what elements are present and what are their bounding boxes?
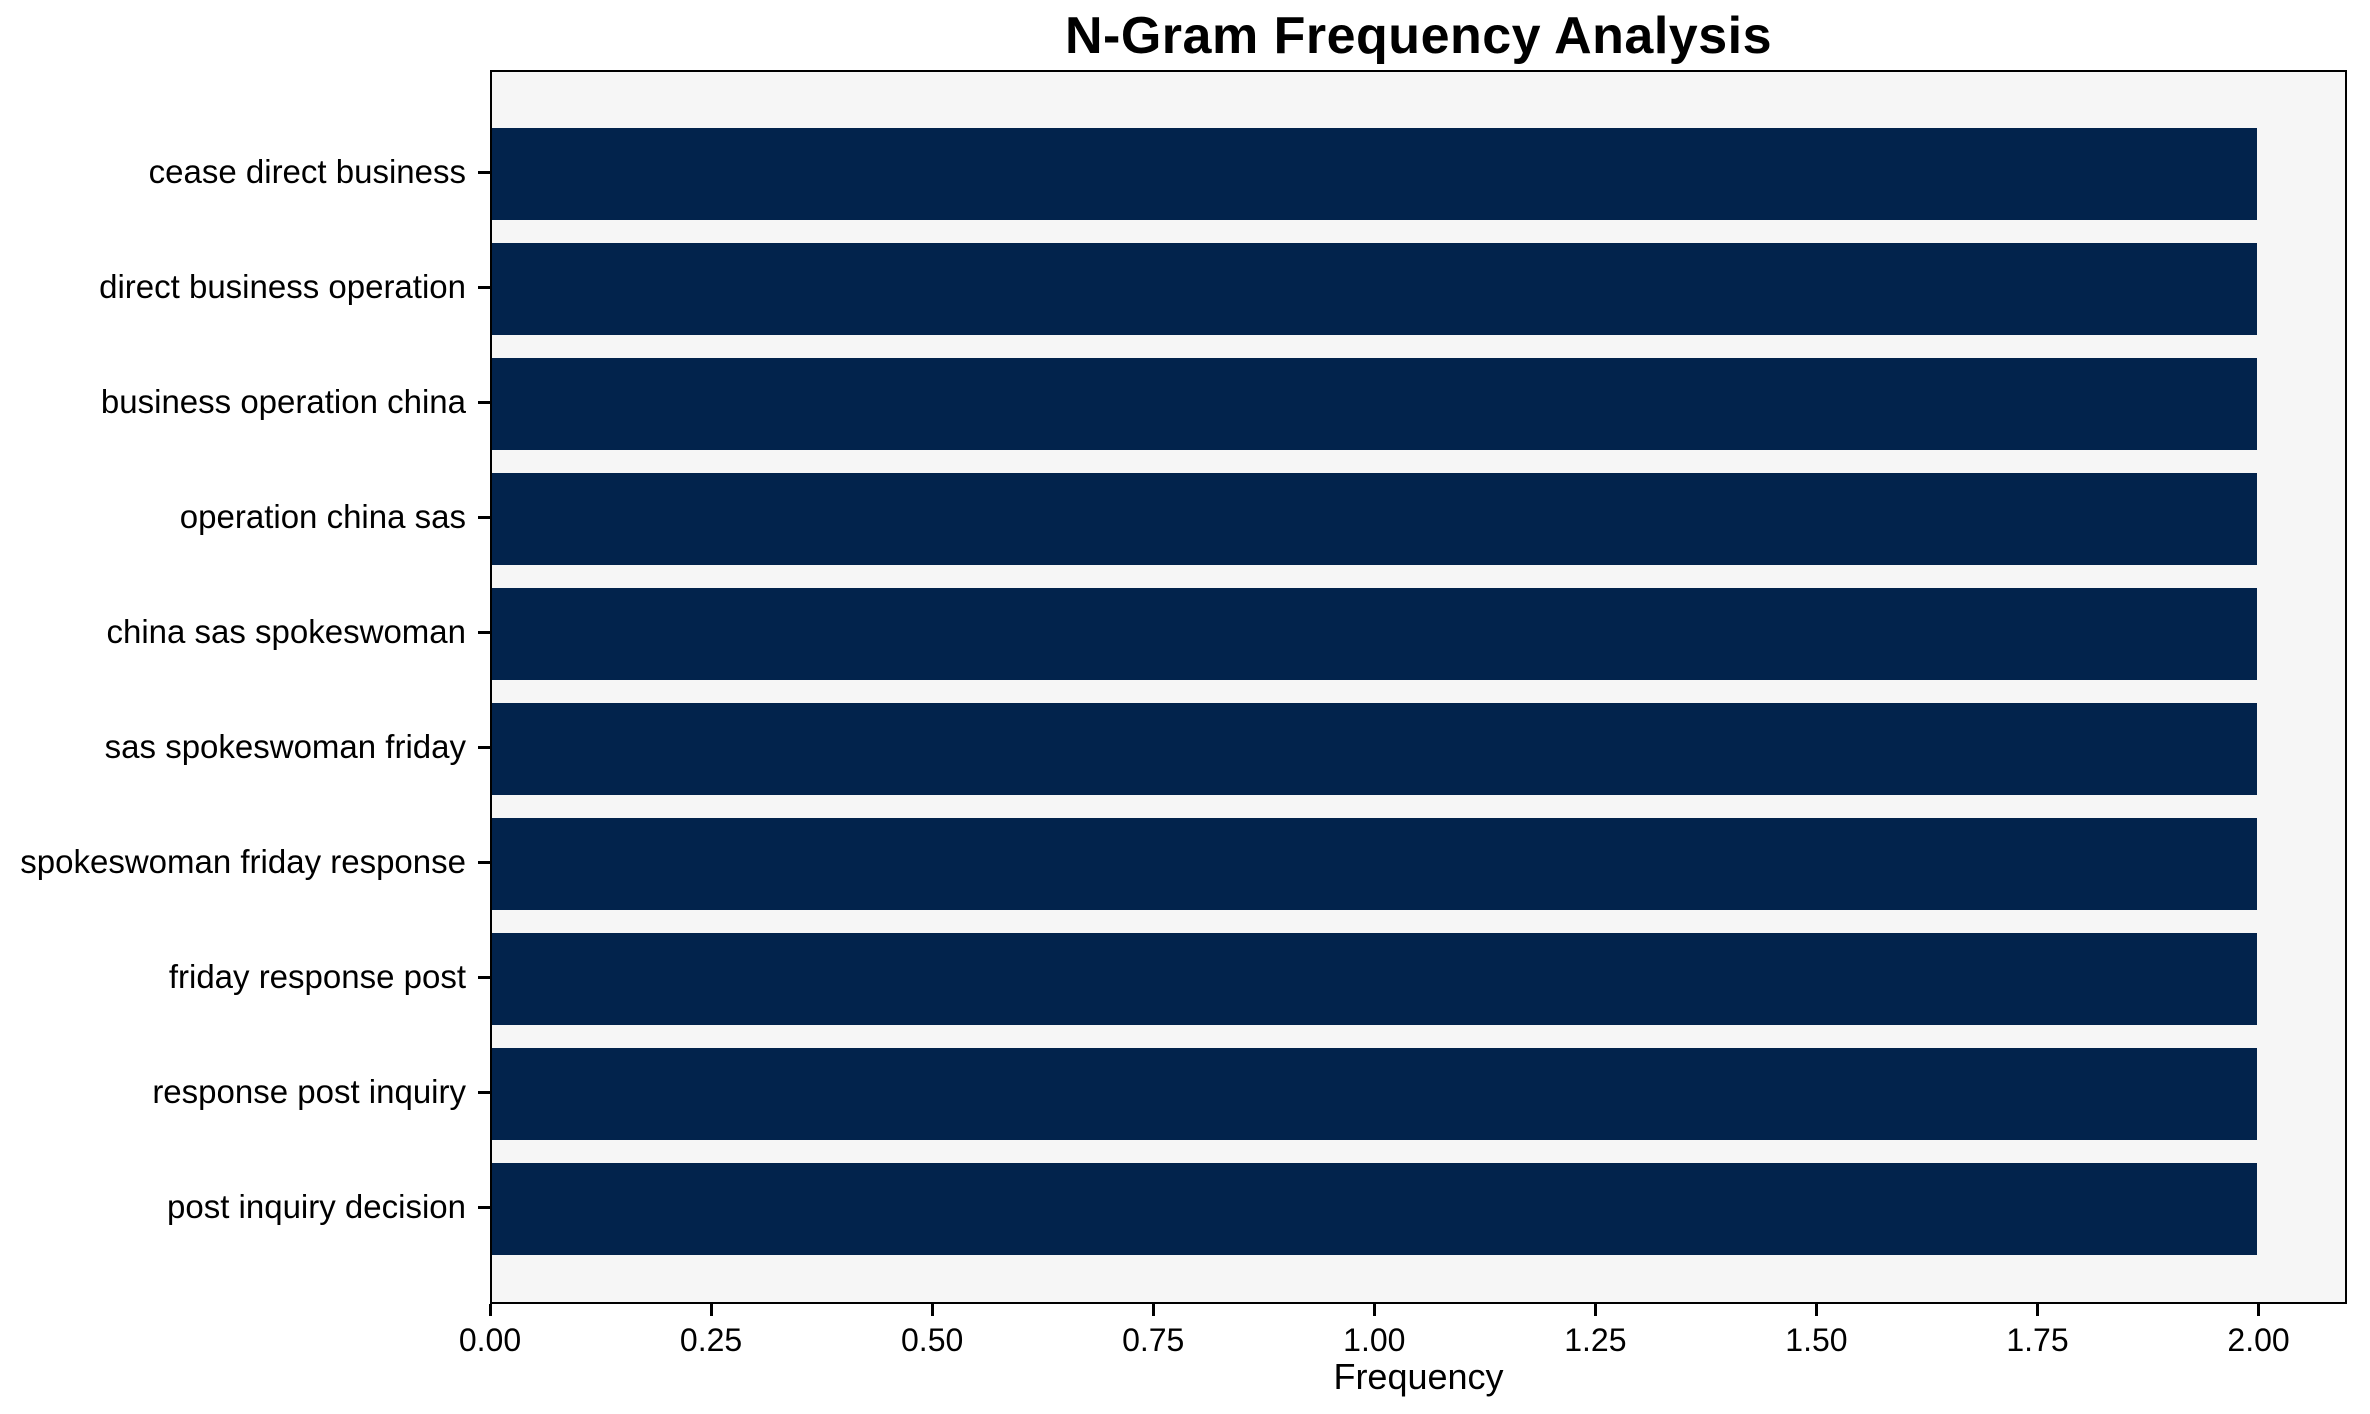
bar	[492, 473, 2257, 565]
bar	[492, 1163, 2257, 1255]
bar	[492, 243, 2257, 335]
y-tick-mark	[478, 1090, 490, 1094]
x-tick-mark	[2036, 1304, 2039, 1316]
y-tick-mark	[478, 630, 490, 634]
bar-row	[492, 933, 2345, 1025]
y-tick-mark	[478, 170, 490, 174]
y-tick-label: response post inquiry	[152, 1073, 466, 1110]
y-tick-label: business operation china	[100, 383, 466, 420]
bar-row	[492, 128, 2345, 220]
x-tick-mark	[1151, 1304, 1155, 1316]
x-tick-mark	[1814, 1304, 1818, 1316]
chart-title: N-Gram Frequency Analysis	[1064, 7, 1773, 65]
y-tick-mark	[478, 975, 490, 979]
x-tick-label: 0.75	[1122, 1322, 1185, 1358]
bar-row	[492, 1163, 2345, 1255]
y-tick-mark	[478, 860, 490, 864]
x-tick-label: 1.50	[1785, 1322, 1848, 1358]
x-tick-mark	[2257, 1304, 2261, 1316]
x-tick-label: 0.25	[679, 1322, 743, 1358]
y-tick-mark	[478, 285, 490, 289]
x-tick-label: 0.00	[458, 1322, 522, 1358]
bar-row	[492, 588, 2345, 680]
bar-row	[492, 358, 2345, 450]
bar	[492, 818, 2257, 910]
x-tick-mark	[1593, 1304, 1597, 1316]
bar	[492, 703, 2257, 795]
y-tick-label: direct business operation	[99, 268, 466, 305]
x-tick-mark	[1372, 1304, 1376, 1316]
x-tick-label: 0.50	[901, 1322, 964, 1358]
bar	[492, 588, 2257, 680]
x-tick-label: 2.00	[2227, 1322, 2290, 1358]
y-tick-label: cease direct business	[148, 153, 466, 190]
bar	[492, 128, 2257, 220]
y-tick-label: spokeswoman friday response	[20, 843, 466, 880]
x-axis-title: Frequency	[1333, 1356, 1504, 1397]
bar	[492, 1048, 2257, 1140]
y-tick-mark	[478, 400, 490, 404]
x-tick-mark	[709, 1304, 713, 1316]
y-tick-label: post inquiry decision	[167, 1188, 466, 1225]
y-tick-label: friday response post	[168, 958, 466, 995]
y-tick-mark	[478, 745, 490, 749]
y-tick-label: operation china sas	[179, 498, 466, 535]
bar-row	[492, 473, 2345, 565]
x-tick-label: 1.75	[2006, 1322, 2069, 1358]
bar-row	[492, 243, 2345, 335]
x-tick-label: 1.25	[1564, 1322, 1627, 1358]
plot-area	[490, 70, 2347, 1304]
bar	[492, 358, 2257, 450]
bar-row	[492, 1048, 2345, 1140]
y-tick-label: sas spokeswoman friday	[104, 728, 466, 765]
bar-row	[492, 818, 2345, 910]
x-tick-label: 1.00	[1343, 1322, 1406, 1358]
y-tick-mark	[478, 515, 490, 519]
bar	[492, 933, 2257, 1025]
x-tick-mark	[930, 1304, 934, 1316]
y-tick-label: china sas spokeswoman	[106, 613, 466, 650]
bar-row	[492, 703, 2345, 795]
x-tick-mark	[488, 1304, 492, 1316]
y-tick-mark	[478, 1205, 490, 1209]
